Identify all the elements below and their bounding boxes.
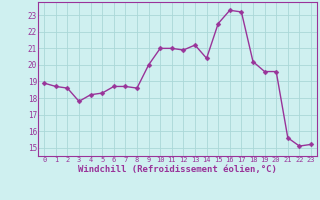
X-axis label: Windchill (Refroidissement éolien,°C): Windchill (Refroidissement éolien,°C) [78, 165, 277, 174]
